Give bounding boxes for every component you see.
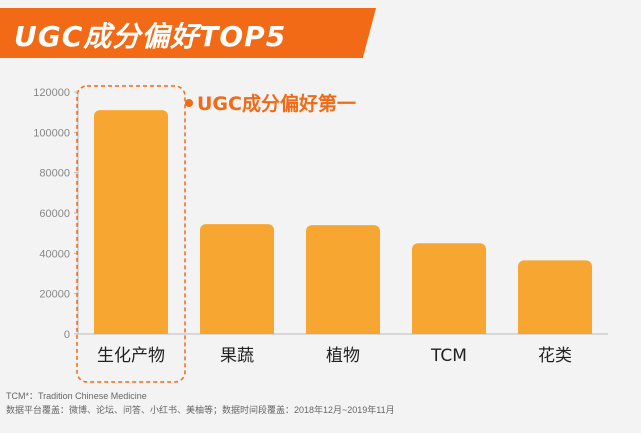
highlight-group	[76, 85, 186, 383]
x-tick-label: 植物	[326, 346, 360, 366]
annotation-text: UGC成分偏好第一	[197, 92, 356, 115]
y-tick-label: 40000	[39, 248, 70, 260]
bar-base	[518, 328, 592, 334]
bar	[200, 224, 274, 334]
title-banner: UGC成分偏好TOP5	[0, 8, 376, 58]
y-axis: 0 20000 40000 60000 80000 100000 120000	[33, 87, 79, 341]
y-tick-label: 0	[64, 329, 70, 341]
y-tick-label: 100000	[33, 127, 70, 139]
x-tick-label: 生化产物	[97, 346, 165, 366]
y-tick-label: 80000	[39, 168, 70, 180]
chart-title: UGC成分偏好TOP5	[14, 20, 287, 53]
footnote-tcm: TCM*：Tradition Chinese Medicine	[6, 391, 147, 401]
y-tick-label: 20000	[39, 289, 70, 301]
bar-base	[412, 328, 486, 334]
bar-base	[94, 328, 168, 334]
y-tick-label: 120000	[33, 87, 70, 99]
bar	[412, 243, 486, 334]
footnote-source: 数据平台覆盖：微博、论坛、问答、小红书、美柚等；数据时间段覆盖：2018年12月…	[6, 405, 395, 415]
bars-group	[94, 110, 592, 335]
bar	[306, 225, 380, 334]
bar-base	[200, 328, 274, 334]
highlight-box	[76, 85, 186, 383]
annotation-bullet	[185, 99, 193, 107]
x-tick-labels: 生化产物 果蔬 植物 TCM 花类	[97, 346, 572, 366]
x-tick-label: 花类	[538, 346, 572, 366]
title-banner-background	[0, 8, 376, 58]
y-tick-label: 60000	[39, 208, 70, 220]
annotation-group: UGC成分偏好第一	[185, 92, 356, 115]
bar-base	[306, 328, 380, 334]
bar	[518, 260, 592, 334]
x-tick-label: 果蔬	[220, 346, 254, 366]
x-tick-label: TCM	[430, 346, 467, 366]
bar	[94, 110, 168, 335]
